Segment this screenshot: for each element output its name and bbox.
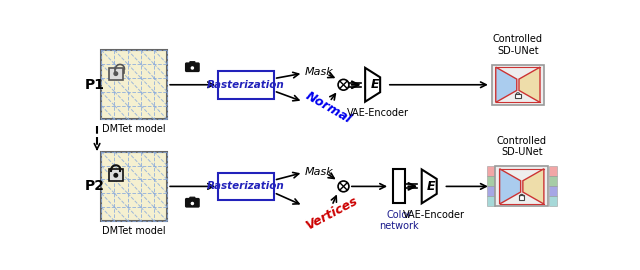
FancyBboxPatch shape [101,50,167,119]
Polygon shape [500,169,521,204]
FancyBboxPatch shape [218,173,274,200]
FancyBboxPatch shape [186,199,199,207]
Polygon shape [519,67,540,102]
FancyBboxPatch shape [549,176,557,186]
Text: P1: P1 [84,78,105,92]
Circle shape [114,72,118,75]
FancyBboxPatch shape [101,152,167,221]
Circle shape [338,79,349,90]
FancyBboxPatch shape [109,68,123,80]
Polygon shape [422,170,436,203]
FancyBboxPatch shape [549,196,557,207]
Text: Rasterization: Rasterization [207,181,285,191]
Text: E: E [371,78,379,91]
FancyBboxPatch shape [549,186,557,196]
FancyBboxPatch shape [190,197,195,200]
FancyBboxPatch shape [218,71,274,99]
Polygon shape [523,169,544,204]
Circle shape [114,174,118,177]
Circle shape [338,181,349,192]
Text: VAE-Encoder: VAE-Encoder [347,108,408,118]
FancyBboxPatch shape [492,65,544,105]
FancyBboxPatch shape [394,170,405,203]
Circle shape [190,66,195,70]
Text: Color
network: Color network [380,210,419,231]
Circle shape [190,201,195,206]
Text: Mask: Mask [305,167,333,177]
Polygon shape [365,68,380,102]
FancyBboxPatch shape [487,166,495,176]
Text: Rasterization: Rasterization [207,80,285,90]
FancyBboxPatch shape [190,62,195,65]
Text: Vertices: Vertices [303,194,360,232]
FancyBboxPatch shape [487,196,495,207]
Text: E: E [427,180,435,193]
FancyBboxPatch shape [109,169,123,181]
FancyBboxPatch shape [515,94,520,98]
FancyBboxPatch shape [549,166,557,176]
Text: DMTet model: DMTet model [102,226,166,236]
Text: DMTet model: DMTet model [102,124,166,134]
Text: Controlled
SD-UNet: Controlled SD-UNet [497,136,547,157]
Text: Mask: Mask [305,68,333,77]
Text: Controlled
SD-UNet: Controlled SD-UNet [493,34,543,56]
Text: P2: P2 [84,179,105,193]
Text: Normal: Normal [303,90,354,126]
FancyBboxPatch shape [495,166,548,207]
FancyBboxPatch shape [519,195,524,200]
Polygon shape [496,67,516,102]
FancyBboxPatch shape [487,186,495,196]
FancyBboxPatch shape [186,63,199,71]
FancyBboxPatch shape [487,176,495,186]
Text: VAE-Encoder: VAE-Encoder [403,210,465,220]
